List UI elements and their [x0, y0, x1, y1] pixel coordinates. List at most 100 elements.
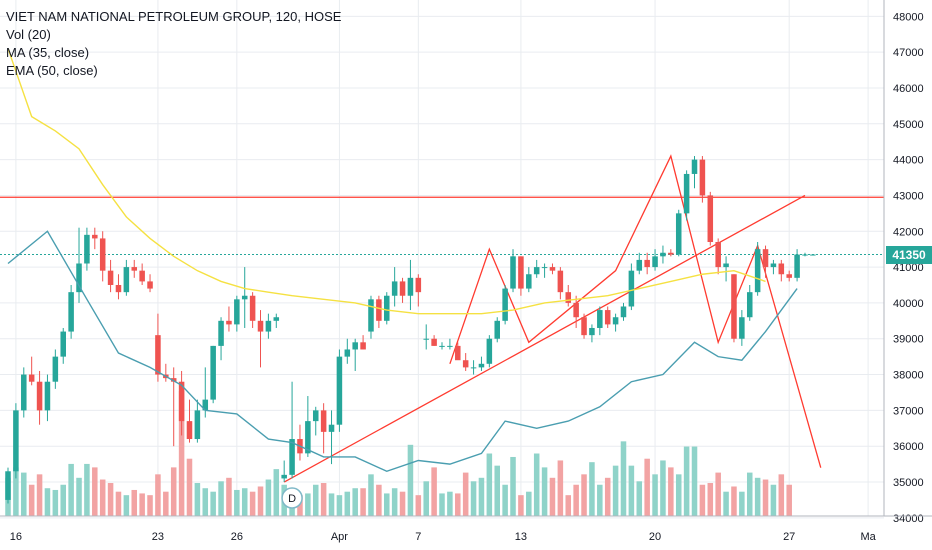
volume-bar — [668, 467, 674, 516]
volume-bar — [226, 477, 232, 516]
volume-bar — [707, 483, 714, 516]
candle-body — [423, 338, 429, 340]
ma-indicator-label[interactable]: MA (35, close) — [6, 45, 90, 60]
y-tick-label: 48000 — [893, 11, 924, 23]
volume-indicator-label[interactable]: Vol (20) — [6, 27, 51, 42]
volume-bar — [163, 491, 169, 516]
volume-bar — [518, 495, 524, 516]
volume-bar — [778, 474, 785, 516]
y-tick-label: 36000 — [893, 441, 924, 453]
volume-bar — [344, 491, 351, 516]
candle-body — [131, 267, 138, 271]
volume-bar — [754, 477, 761, 516]
candle-body — [273, 317, 280, 321]
volume-bar — [573, 484, 579, 516]
candle-body — [573, 302, 579, 318]
x-tick-label: Ma — [860, 531, 876, 543]
volume-bar — [549, 477, 556, 516]
volume-bar — [699, 484, 706, 516]
candle-body — [281, 474, 287, 479]
volume-bar — [186, 458, 193, 516]
candle-body — [652, 256, 658, 268]
candle-body — [178, 381, 185, 422]
x-tick-label: 23 — [152, 531, 164, 543]
volume-bar — [52, 489, 59, 516]
dividend-event-marker — [281, 487, 303, 509]
volume-bar — [415, 495, 422, 516]
volume-bar — [636, 481, 643, 516]
x-tick-label: 16 — [10, 531, 22, 543]
ema-indicator-label[interactable]: EMA (50, close) — [6, 63, 98, 78]
volume-bar — [99, 479, 106, 516]
volume-bar — [604, 477, 611, 516]
volume-bar — [628, 465, 635, 516]
candle-body — [620, 306, 627, 318]
candle-body — [597, 310, 603, 328]
candle-body — [447, 345, 453, 347]
x-tick-label: 7 — [415, 531, 421, 543]
y-tick-label: 39000 — [893, 334, 924, 346]
ma-35-line — [7, 230, 798, 473]
volume-bar — [265, 479, 272, 516]
candle-body — [675, 213, 682, 255]
volume-bar — [526, 491, 532, 516]
symbol-title[interactable]: VIET NAM NATIONAL PETROLEUM GROUP, 120, … — [6, 9, 342, 24]
candle-body — [660, 252, 666, 257]
volume-bar — [218, 481, 224, 516]
y-tick-label: 35000 — [893, 477, 924, 489]
volume-bar — [660, 460, 666, 516]
volume-bar — [620, 441, 627, 516]
volume-bar — [68, 463, 74, 516]
candle-body — [210, 345, 216, 400]
candle-body — [407, 277, 414, 296]
candle-body — [320, 410, 327, 432]
candle-body — [234, 299, 240, 325]
candle-body — [21, 374, 27, 411]
candle-body — [518, 256, 524, 289]
candle-body — [431, 338, 437, 346]
candle-body — [5, 471, 11, 500]
volume-bar — [44, 488, 51, 516]
candle-body — [92, 234, 98, 239]
volume-bar — [423, 481, 429, 516]
candle-body — [344, 349, 351, 357]
candle-body — [305, 421, 311, 454]
plot-background — [0, 0, 884, 516]
volume-bar — [486, 453, 493, 516]
candle-body — [723, 263, 729, 268]
candle-body — [731, 274, 737, 339]
volume-bar — [194, 483, 201, 516]
candle-body — [257, 320, 264, 332]
volume-bar — [746, 472, 753, 516]
volume-bar — [391, 488, 398, 516]
candle-body — [770, 263, 777, 268]
candle-body — [644, 259, 650, 268]
volume-bar — [786, 484, 792, 516]
y-tick-label: 37000 — [893, 405, 924, 417]
candle-body — [28, 374, 35, 382]
volume-bar — [384, 493, 390, 516]
x-tick-label: Apr — [331, 531, 348, 543]
candle-body — [668, 252, 674, 255]
volume-bar — [131, 489, 138, 516]
candle-body — [194, 410, 201, 440]
candle-body — [581, 317, 587, 336]
candle-body — [218, 320, 224, 346]
y-tick-label: 46000 — [893, 83, 924, 95]
candle-body — [778, 263, 785, 275]
volume-bar — [84, 463, 90, 516]
candle-body — [526, 274, 532, 289]
candle-body — [470, 367, 477, 369]
volume-bar — [612, 465, 619, 516]
volume-bar — [312, 484, 319, 516]
candle-body — [115, 284, 122, 293]
candle-body — [636, 259, 643, 271]
volume-bar — [210, 491, 216, 516]
candle-body — [478, 363, 485, 368]
volume-bar — [502, 484, 508, 516]
candle-body — [691, 159, 698, 174]
candle-body — [486, 338, 493, 364]
candle-body — [391, 281, 398, 296]
candle-body — [84, 234, 90, 264]
